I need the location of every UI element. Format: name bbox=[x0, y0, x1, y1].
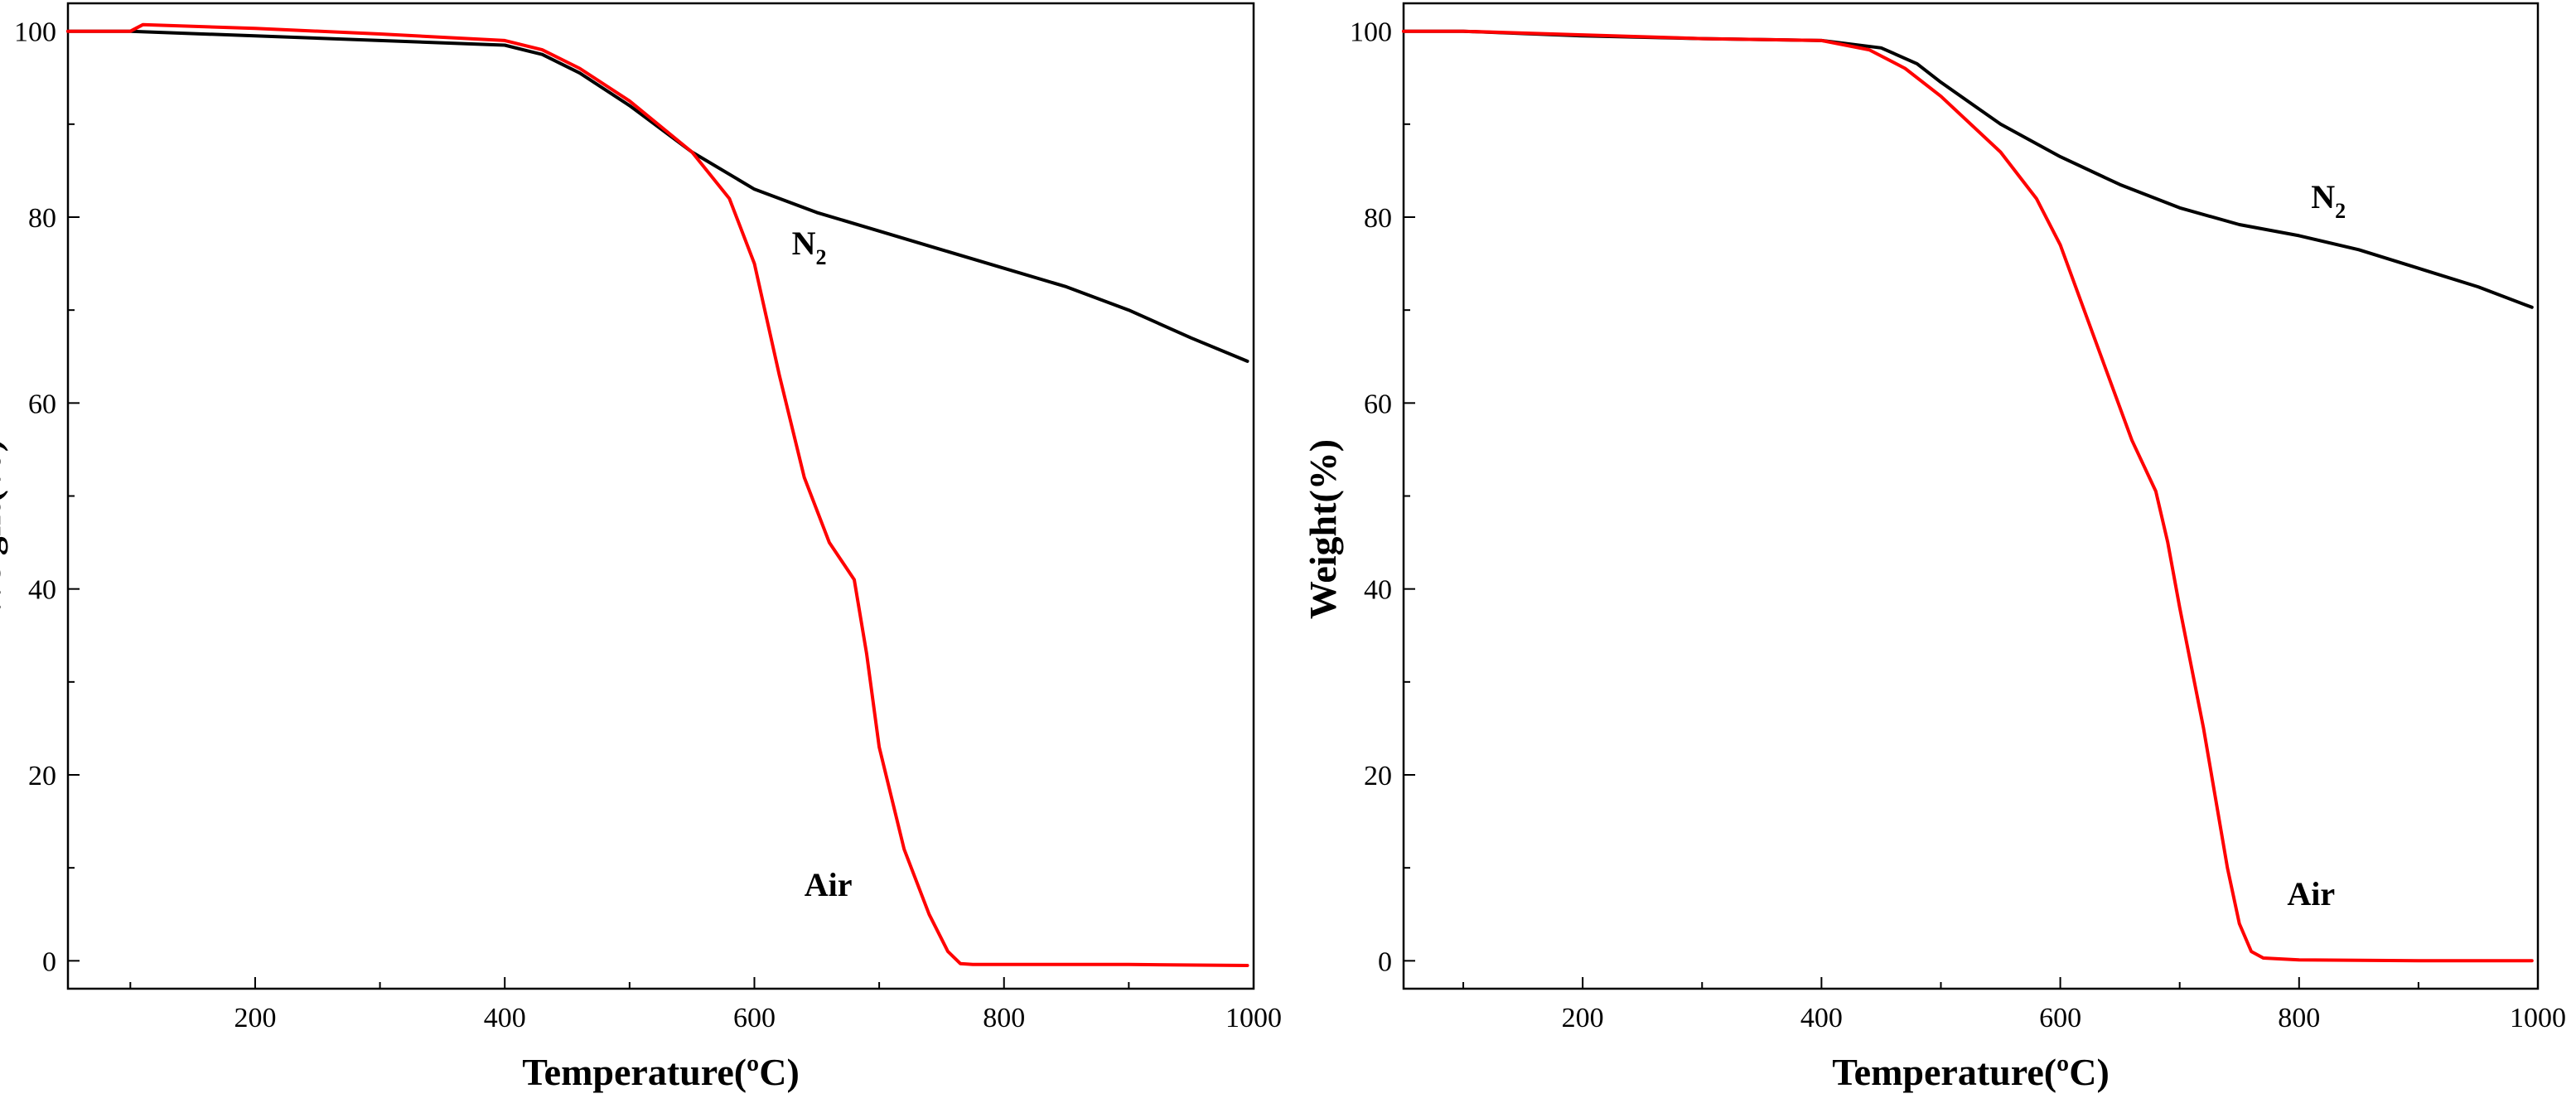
chart-1-ytick-label: 80 bbox=[1364, 203, 1392, 234]
chart-0-series-air-line bbox=[66, 22, 1249, 967]
chart-1-xtick-label: 200 bbox=[1562, 1003, 1604, 1033]
chart-1-xtick-label: 400 bbox=[1800, 1003, 1843, 1033]
chart-1-ytick-label: 40 bbox=[1364, 575, 1392, 606]
chart-0-annotation-1: Air bbox=[805, 866, 853, 903]
chart-0-xtick-label: 200 bbox=[234, 1003, 276, 1033]
chart-0-annotation-1-main: Air bbox=[805, 866, 853, 903]
chart-1-annotation-0-main: N bbox=[2311, 178, 2335, 215]
chart-0-ytick-label: 100 bbox=[14, 17, 56, 48]
chart-0-ytick-label: 60 bbox=[28, 389, 56, 419]
chart-0-xtick-label: 1000 bbox=[1225, 1003, 1282, 1033]
chart-0-series-n2-line bbox=[66, 29, 1249, 363]
chart-0-ytick-label: 20 bbox=[28, 761, 56, 791]
chart-1-xtick-label: 800 bbox=[2278, 1003, 2320, 1033]
chart-1-annotation-0: N2 bbox=[2311, 178, 2346, 223]
chart-0-xtick-label: 600 bbox=[733, 1003, 776, 1033]
chart-0-ytick-label: 40 bbox=[28, 575, 56, 606]
chart-1-annotation-0-sub: 2 bbox=[2335, 199, 2346, 223]
chart-1: 0 20 40 60 80 100 200 400 600 800 1000 Temperature(… bbox=[1302, 2, 2566, 1093]
chart-0-annotation-0-main: N bbox=[792, 225, 816, 262]
chart-1-ytick-label: 100 bbox=[1350, 17, 1392, 48]
chart-0: 0 20 40 60 80 100 200 400 600 800 1000 Temperature(… bbox=[0, 2, 1282, 1093]
chart-1-xtick-label: 1000 bbox=[2510, 1003, 2566, 1033]
chart-0-ytick-label: 80 bbox=[28, 203, 56, 234]
chart-0-plot-area bbox=[66, 2, 1255, 990]
chart-1-ytick-label: 0 bbox=[1378, 946, 1392, 977]
chart-0-ytick-label: 0 bbox=[42, 946, 56, 977]
chart-1-x-axis-title: Temperature(ºC) bbox=[1832, 1051, 2110, 1093]
chart-0-annotation-0-sub: 2 bbox=[816, 245, 827, 269]
chart-0-annotation-0: N2 bbox=[792, 225, 827, 269]
chart-0-xtick-label: 800 bbox=[983, 1003, 1025, 1033]
chart-1-annotation-1: Air bbox=[2287, 875, 2335, 912]
chart-1-plot-area bbox=[1402, 2, 2540, 990]
chart-0-x-axis-title: Temperature(ºC) bbox=[522, 1051, 800, 1093]
chart-1-annotation-1-main: Air bbox=[2287, 875, 2335, 912]
chart-1-xtick-label: 600 bbox=[2039, 1003, 2081, 1033]
chart-1-ytick-label: 20 bbox=[1364, 761, 1392, 791]
chart-0-xtick-label: 400 bbox=[484, 1003, 526, 1033]
chart-1-ytick-label: 60 bbox=[1364, 389, 1392, 419]
chart-0-y-axis-title: Weight(%) bbox=[0, 439, 8, 619]
chart-1-series-air-line bbox=[1402, 29, 2534, 963]
chart-1-y-axis-title: Weight(%) bbox=[1302, 439, 1344, 619]
